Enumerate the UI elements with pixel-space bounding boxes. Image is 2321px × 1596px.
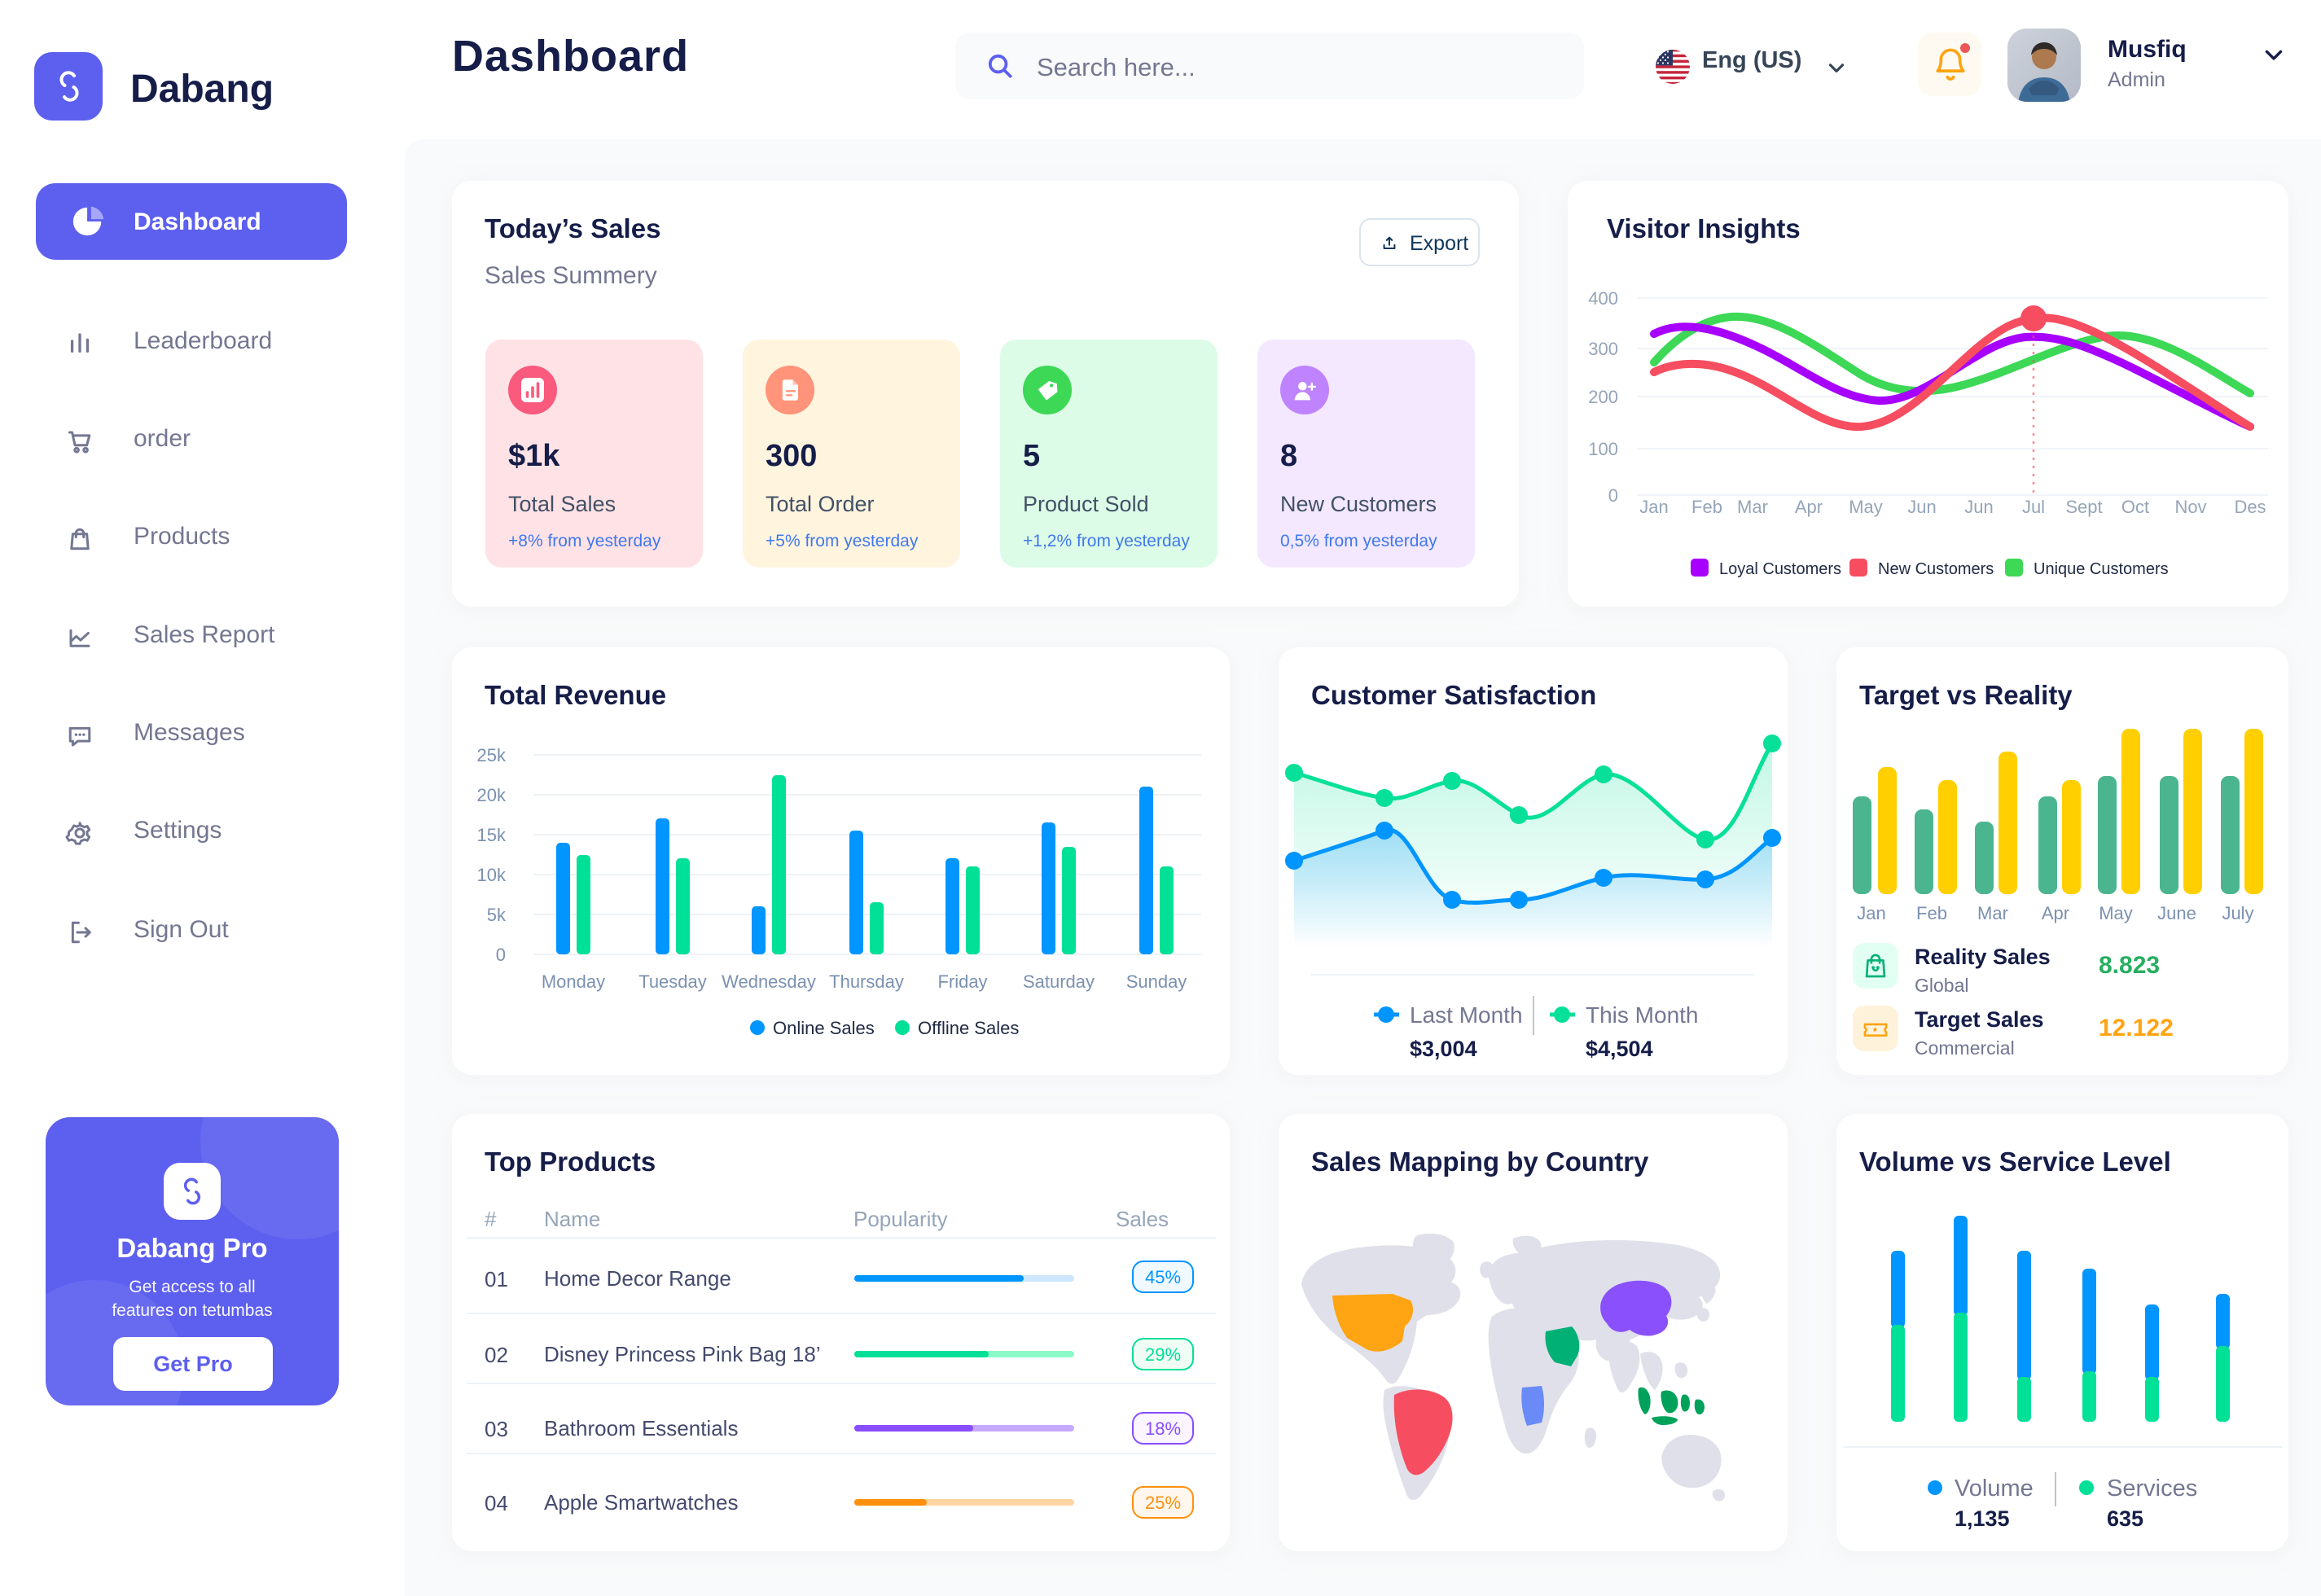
svg-text:Jul: Jul — [2022, 497, 2045, 517]
svg-text:300: 300 — [1588, 339, 1618, 359]
svg-text:Monday: Monday — [542, 971, 605, 992]
svg-text:Nov: Nov — [2174, 497, 2206, 517]
svg-text:July: July — [2222, 903, 2253, 923]
svg-text:Volume: Volume — [1955, 1475, 2034, 1502]
svg-text:5k: 5k — [487, 905, 507, 925]
svg-text:Wednesday: Wednesday — [722, 971, 816, 992]
svg-text:Mar: Mar — [1977, 903, 2008, 923]
svg-text:20k: 20k — [477, 785, 507, 805]
svg-text:Tuesday: Tuesday — [638, 971, 707, 992]
svg-text:Thursday: Thursday — [829, 971, 904, 992]
svg-text:Feb: Feb — [1916, 903, 1947, 923]
svg-text:Sunday: Sunday — [1126, 971, 1187, 992]
svg-text:Oct: Oct — [2121, 497, 2149, 517]
svg-text:This Month: This Month — [1586, 1002, 1699, 1028]
svg-text:0: 0 — [1608, 485, 1618, 506]
svg-text:Unique Customers: Unique Customers — [2034, 560, 2169, 578]
svg-text:Offline Sales: Offline Sales — [918, 1018, 1019, 1038]
svg-text:June: June — [2157, 903, 2196, 923]
svg-text:400: 400 — [1588, 288, 1618, 309]
svg-text:May: May — [2099, 903, 2133, 923]
svg-text:Online Sales: Online Sales — [773, 1018, 875, 1038]
svg-text:$3,004: $3,004 — [1410, 1037, 1477, 1061]
svg-text:New Customers: New Customers — [1878, 560, 1994, 578]
svg-text:Mar: Mar — [1737, 497, 1768, 517]
svg-text:Apr: Apr — [1795, 497, 1823, 517]
svg-text:25k: 25k — [477, 745, 507, 765]
svg-text:$4,504: $4,504 — [1586, 1037, 1653, 1061]
svg-text:Services: Services — [2107, 1475, 2197, 1502]
svg-text:Jun: Jun — [1907, 497, 1936, 517]
svg-text:100: 100 — [1588, 439, 1618, 459]
svg-text:Loyal Customers: Loyal Customers — [1719, 560, 1841, 578]
svg-text:15k: 15k — [477, 825, 507, 845]
svg-text:635: 635 — [2107, 1506, 2143, 1531]
svg-text:1,135: 1,135 — [1955, 1506, 2010, 1531]
svg-text:0: 0 — [496, 945, 506, 965]
svg-text:Jan: Jan — [1639, 497, 1668, 517]
svg-text:Saturday: Saturday — [1023, 971, 1095, 992]
svg-text:Jan: Jan — [1857, 903, 1885, 923]
svg-text:Jun: Jun — [1964, 497, 1993, 517]
svg-text:Last Month: Last Month — [1410, 1002, 1523, 1028]
svg-text:200: 200 — [1588, 387, 1618, 407]
svg-text:Sept: Sept — [2065, 497, 2102, 517]
svg-text:Feb: Feb — [1691, 497, 1722, 517]
svg-text:10k: 10k — [477, 865, 507, 885]
svg-text:Apr: Apr — [2042, 903, 2069, 923]
svg-text:Friday: Friday — [937, 971, 987, 992]
svg-text:May: May — [1849, 497, 1883, 517]
svg-text:Des: Des — [2234, 497, 2266, 517]
